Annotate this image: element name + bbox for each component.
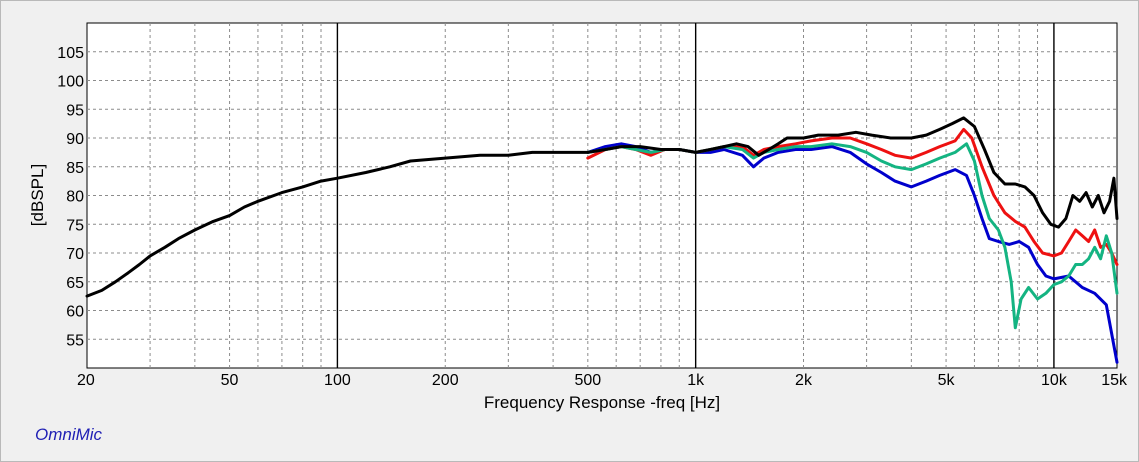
x-tick-label: 100 (324, 372, 351, 389)
x-tick-label: 1k (687, 372, 705, 389)
y-tick-label: 80 (66, 189, 84, 206)
y-tick-label: 100 (57, 74, 84, 91)
y-tick-label: 65 (66, 275, 84, 292)
x-tick-label: 200 (432, 372, 459, 389)
series-line-4 (85, 116, 1119, 298)
y-tick-label: 75 (66, 217, 84, 234)
x-tick-label: 20 (77, 372, 95, 389)
y-tick-label: 55 (66, 332, 84, 349)
series-group (85, 116, 1119, 364)
plot-area (86, 22, 1118, 369)
y-tick-labels: 55 60 65 70 75 80 85 90 95 100 105 (57, 45, 84, 350)
x-tick-labels: 20 50 100 200 500 1k 2k 5k 10k 15k (77, 372, 1128, 389)
y-axis-label: [dBSPL] (28, 164, 47, 226)
x-axis-label: Frequency Response -freq [Hz] (484, 393, 720, 412)
x-tick-label: 10k (1041, 372, 1068, 389)
y-tick-label: 90 (66, 131, 84, 148)
brand-label: OmniMic (35, 425, 103, 444)
x-tick-label: 2k (795, 372, 813, 389)
y-tick-label: 95 (66, 102, 84, 119)
x-tick-label: 500 (574, 372, 601, 389)
y-tick-label: 60 (66, 304, 84, 321)
x-tick-label: 15k (1101, 372, 1128, 389)
grid-lines (87, 23, 1117, 368)
x-tick-label: 50 (221, 372, 239, 389)
y-tick-label: 70 (66, 246, 84, 263)
y-tick-label: 105 (57, 45, 84, 62)
x-tick-label: 5k (938, 372, 956, 389)
y-tick-label: 85 (66, 160, 84, 177)
